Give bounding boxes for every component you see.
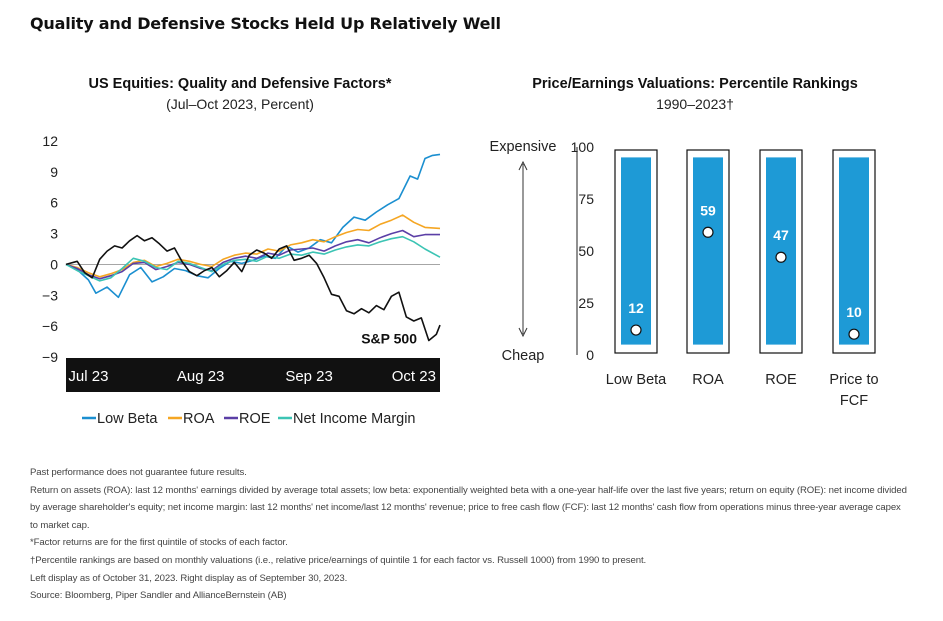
range-bar-roe xyxy=(766,157,796,345)
right-chart-subtitle: 1990–2023† xyxy=(656,96,734,112)
legend-label: Low Beta xyxy=(97,411,158,427)
value-label-roe: 47 xyxy=(773,227,789,243)
legend-item: Net Income Margin xyxy=(278,411,416,427)
x-tick-label: Aug 23 xyxy=(177,368,225,385)
y-tick-label: −9 xyxy=(42,349,58,365)
percentile-marker-roa xyxy=(702,226,714,238)
y-tick-label: 25 xyxy=(578,295,594,311)
footnote-line: Past performance does not guarantee futu… xyxy=(30,467,247,478)
x-tick-label: Oct 23 xyxy=(392,368,436,385)
legend-item: ROA xyxy=(168,411,215,427)
arrow-head-up xyxy=(518,160,528,171)
y-tick-label: 50 xyxy=(578,243,594,259)
range-frame-roe xyxy=(759,149,803,354)
range-bar-roa xyxy=(693,157,723,345)
range-bar-low-beta xyxy=(621,157,651,345)
footnotes: Past performance does not guarantee futu… xyxy=(30,464,910,605)
y-tick-label: −3 xyxy=(42,287,58,303)
y-tick-label: 75 xyxy=(578,191,594,207)
value-label-low-beta: 12 xyxy=(628,300,644,316)
percentile-marker-roe xyxy=(775,251,787,263)
range-bar-price-to-fcf xyxy=(839,157,869,345)
legend-item: Low Beta xyxy=(82,411,158,427)
footnote-line: †Percentile rankings are based on monthl… xyxy=(30,554,647,566)
bar-chart: 100 75 50 25 0 Expensive Cheap 12 Low Beta 59 ROA 4… xyxy=(490,139,879,409)
y-tick-label: 9 xyxy=(50,164,58,180)
legend-label: Net Income Margin xyxy=(293,411,416,427)
x-tick-label: Sep 23 xyxy=(285,368,333,385)
legend-label: ROE xyxy=(239,411,271,427)
legend-label: ROA xyxy=(183,411,215,427)
footnote-line: *Factor returns are for the first quinti… xyxy=(30,537,288,549)
y-tick-label: −6 xyxy=(42,318,58,334)
category-label-price-to-fcf: Price to xyxy=(829,372,878,388)
legend-item: ROE xyxy=(224,411,271,427)
left-chart-subtitle: (Jul–Oct 2023, Percent) xyxy=(166,96,314,112)
range-frame-roa xyxy=(686,149,730,354)
line-chart: 12 9 6 3 0 −3 −6 −9 S&P 500 Jul 23 Aug 23 Sep 23 Oct… xyxy=(42,133,441,427)
page-title: Quality and Defensive Stocks Held Up Rel… xyxy=(30,14,501,33)
sp500-annotation: S&P 500 xyxy=(361,331,417,347)
y-tick-label: 12 xyxy=(42,133,58,149)
footnote-line: Left display as of October 31, 2023. Rig… xyxy=(30,572,348,584)
cheap-label: Cheap xyxy=(502,348,545,364)
series-line-low-beta xyxy=(65,153,441,299)
footnote-line: Return on assets (ROA): last 12 months' … xyxy=(30,484,907,531)
range-frame-low-beta xyxy=(614,149,658,354)
percentile-marker-low-beta xyxy=(630,324,642,336)
category-label-roa: ROA xyxy=(692,372,724,388)
x-tick-label: Jul 23 xyxy=(68,368,108,385)
left-chart-title: US Equities: Quality and Defensive Facto… xyxy=(88,76,392,92)
category-label-roe: ROE xyxy=(765,372,797,388)
y-tick-label: 0 xyxy=(586,347,594,363)
expensive-label: Expensive xyxy=(490,139,557,155)
series-line-s-p-500 xyxy=(65,234,441,342)
series-line-net-income-margin xyxy=(65,235,441,282)
y-tick-label: 0 xyxy=(50,256,58,272)
category-label-low-beta: Low Beta xyxy=(606,372,667,388)
y-tick-label: 100 xyxy=(571,139,595,155)
percentile-marker-price-to-fcf xyxy=(848,328,860,340)
category-label-price-to-fcf: FCF xyxy=(840,393,868,409)
value-label-price-to-fcf: 10 xyxy=(846,304,862,320)
value-label-roa: 59 xyxy=(700,202,716,218)
x-axis-band xyxy=(66,358,440,392)
footnote-line: Source: Bloomberg, Piper Sandler and All… xyxy=(30,590,287,602)
right-chart-title: Price/Earnings Valuations: Percentile Ra… xyxy=(532,76,858,92)
series-line-roe xyxy=(65,229,440,280)
arrow-head-down xyxy=(518,327,528,338)
y-tick-label: 6 xyxy=(50,195,58,211)
range-frame-price-to-fcf xyxy=(832,149,876,354)
y-tick-label: 3 xyxy=(50,226,58,242)
